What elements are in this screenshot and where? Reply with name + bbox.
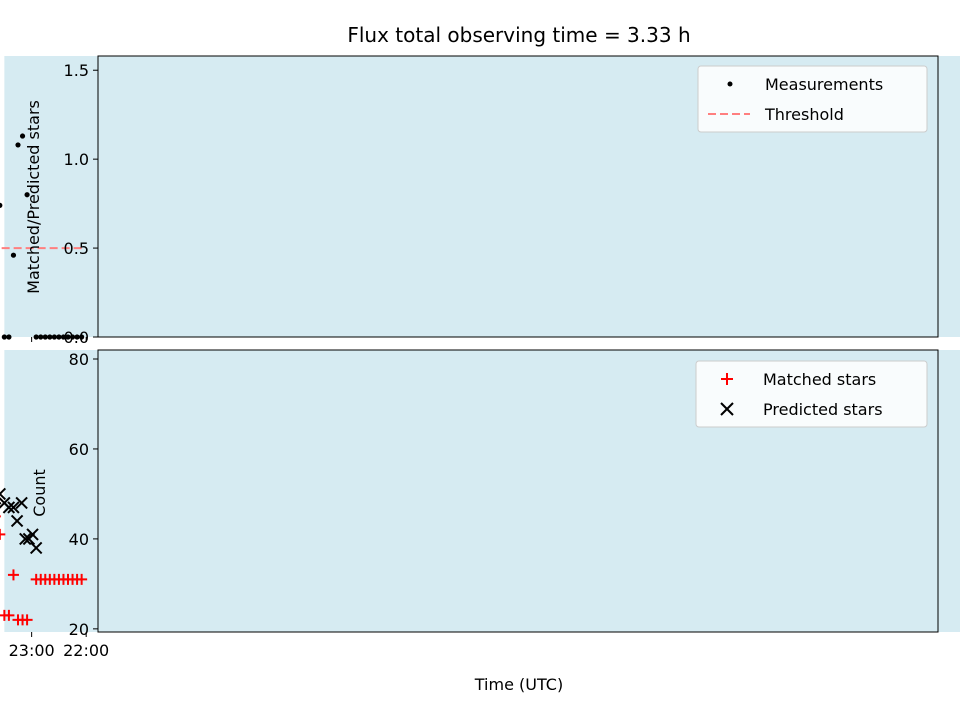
predicted-star-point (19, 532, 32, 546)
bottom-y-axis-label: Count (30, 469, 49, 517)
measurement-point (47, 334, 53, 340)
measurement-point (42, 334, 48, 340)
predicted-star-stroke-b (19, 532, 32, 546)
predicted-star-point (22, 532, 36, 546)
measurement-point (74, 334, 80, 340)
measurement-point (6, 334, 12, 340)
predicted-star-stroke-b (7, 501, 20, 514)
predicted-star-stroke-b (22, 532, 36, 546)
ratio-panel: 0.0 0.5 1.0 1.5 Flux total observing time =… (0, 23, 960, 347)
top-points-layer (0, 133, 85, 340)
matched-star-point (30, 573, 42, 585)
top-y-axis-label: Matched/Predicted stars (24, 100, 43, 294)
predicted-star-stroke-b (15, 496, 28, 510)
top-y-tick-label: 0.0 (64, 328, 89, 347)
measurement-point (56, 334, 62, 340)
measurement-point (79, 334, 85, 340)
top-y-tick-label: 1.5 (64, 61, 89, 80)
predicted-star-point (10, 514, 24, 528)
x-axis-label: Time (UTC) (474, 675, 563, 694)
top-axes-frame (97, 55, 939, 338)
measurement-point (33, 334, 39, 340)
legend-predicted-marker (720, 402, 734, 416)
bottom-y-tick-label: 20 (69, 620, 89, 639)
x-tick-label: 23:00 (9, 641, 55, 660)
measurement-point (24, 192, 30, 198)
measurement-point (51, 334, 57, 340)
measurement-point (10, 252, 17, 258)
predicted-star-stroke-b (0, 487, 7, 496)
bottom-legend-box (695, 360, 928, 428)
predicted-star-stroke-b (0, 496, 11, 509)
measurement-point (15, 142, 21, 148)
legend-matched-label: Matched stars (763, 370, 876, 389)
count-panel: 2040608022:0023:0000:0001:0002:0003:0004… (0, 349, 960, 694)
x-tick-label: 22:00 (63, 641, 109, 660)
legend-threshold-label: Threshold (764, 105, 844, 124)
matched-star-point (0, 528, 6, 540)
matched-star-point (7, 569, 19, 581)
measurement-point (69, 334, 76, 340)
predicted-star-point (29, 541, 43, 555)
bottom-ticks-layer: 2040608022:0023:0000:0001:0002:0003:0004… (0, 350, 109, 660)
matched-star-point (0, 609, 10, 621)
bottom-axes-frame (97, 349, 939, 633)
predicted-star-point (0, 487, 7, 501)
bottom-y-tick-label: 40 (69, 530, 89, 549)
predicted-star-point (15, 496, 28, 510)
measurement-point (60, 334, 67, 340)
predicted-star-stroke-b (29, 541, 43, 555)
top-legend: Measurements Threshold (697, 65, 928, 133)
legend-predicted-label: Predicted stars (763, 400, 883, 419)
legend-measurements-marker (727, 81, 733, 87)
bottom-legend: Matched stars Predicted stars (695, 360, 928, 428)
measurement-point (38, 334, 44, 340)
predicted-star-point (0, 496, 11, 510)
predicted-star-stroke-a (0, 492, 7, 501)
predicted-star-point (7, 501, 20, 514)
matched-star-point (12, 614, 24, 626)
measurement-point (0, 202, 3, 208)
predicted-star-stroke-b (10, 514, 24, 528)
chart-title: Flux total observing time = 3.33 h (347, 23, 690, 47)
measurement-point (19, 133, 26, 139)
bottom-y-tick-label: 80 (69, 350, 89, 369)
legend-measurements-label: Measurements (765, 75, 883, 94)
measurement-point (1, 334, 7, 340)
top-y-tick-label: 0.5 (64, 239, 89, 258)
measurement-point (65, 334, 71, 340)
bottom-points-layer (0, 487, 88, 626)
top-legend-box (697, 65, 928, 133)
legend-matched-marker (721, 373, 733, 385)
top-y-tick-label: 1.0 (64, 150, 89, 169)
top-ticks-layer: 0.0 0.5 1.0 1.5 (31, 61, 98, 347)
bottom-y-tick-label: 60 (69, 440, 89, 459)
